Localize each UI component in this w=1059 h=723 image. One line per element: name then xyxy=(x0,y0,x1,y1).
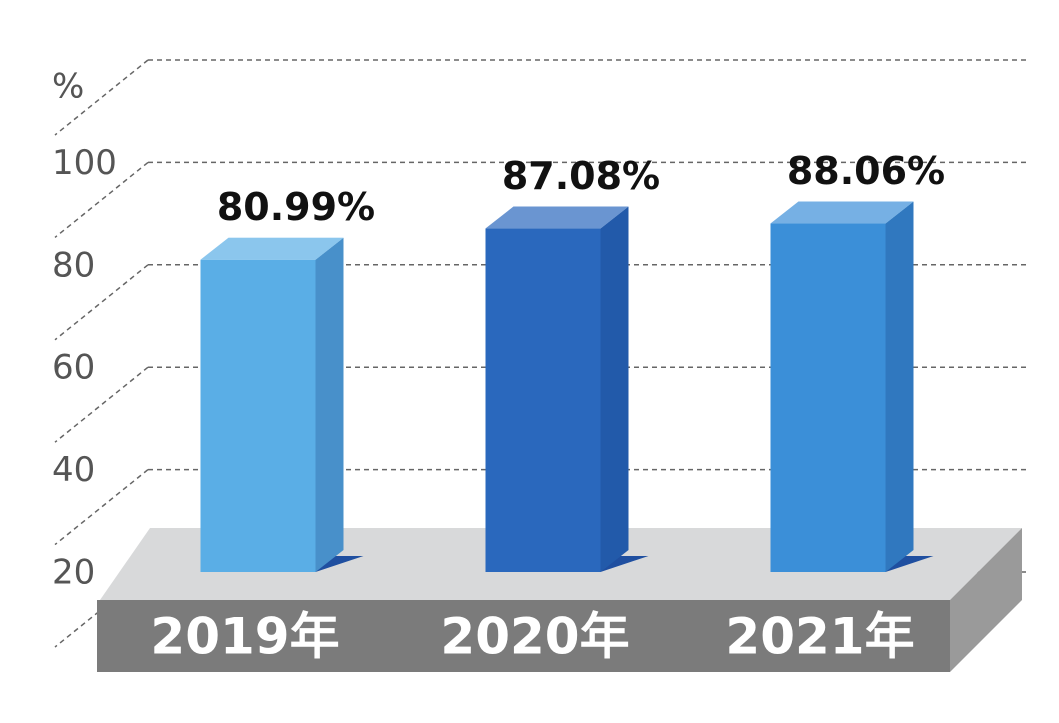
y-tick-label: 80 xyxy=(52,245,95,285)
bar-side-shade xyxy=(885,201,914,572)
y-axis-label: % xyxy=(52,67,84,107)
bar xyxy=(200,259,316,572)
y-tick-label: 60 xyxy=(52,348,95,388)
y-tick-label: 40 xyxy=(52,450,95,490)
value-label: 88.06% xyxy=(787,149,945,193)
grid-diagonal xyxy=(54,161,149,238)
y-tick-label: 100 xyxy=(52,143,117,183)
bar xyxy=(485,228,601,572)
floor-side xyxy=(950,528,1022,672)
bar-top xyxy=(200,237,344,260)
bar-top-light xyxy=(485,206,629,229)
grid-diagonal xyxy=(54,366,149,443)
floor-front xyxy=(97,600,950,672)
x-tick-label: 2020年 xyxy=(440,608,629,666)
value-label: 87.08% xyxy=(502,154,660,198)
bar-side xyxy=(315,237,344,572)
bar xyxy=(770,223,886,572)
bar-side-shade xyxy=(315,237,344,572)
bar-top-light xyxy=(200,237,344,260)
y-tick-label: 20 xyxy=(52,553,95,593)
x-tick-label: 2021年 xyxy=(725,608,914,666)
bar-top xyxy=(485,206,629,229)
x-tick-label: 2019年 xyxy=(150,608,339,666)
bar-top xyxy=(770,201,914,224)
grid-diagonal xyxy=(54,469,149,546)
value-label: 80.99% xyxy=(217,185,375,229)
bar-top-light xyxy=(770,201,914,224)
grid-diagonal xyxy=(54,264,149,341)
grid-diagonal xyxy=(54,59,149,136)
bar-side xyxy=(600,206,629,572)
bar-side-shade xyxy=(600,206,629,572)
bar-side xyxy=(885,201,914,572)
